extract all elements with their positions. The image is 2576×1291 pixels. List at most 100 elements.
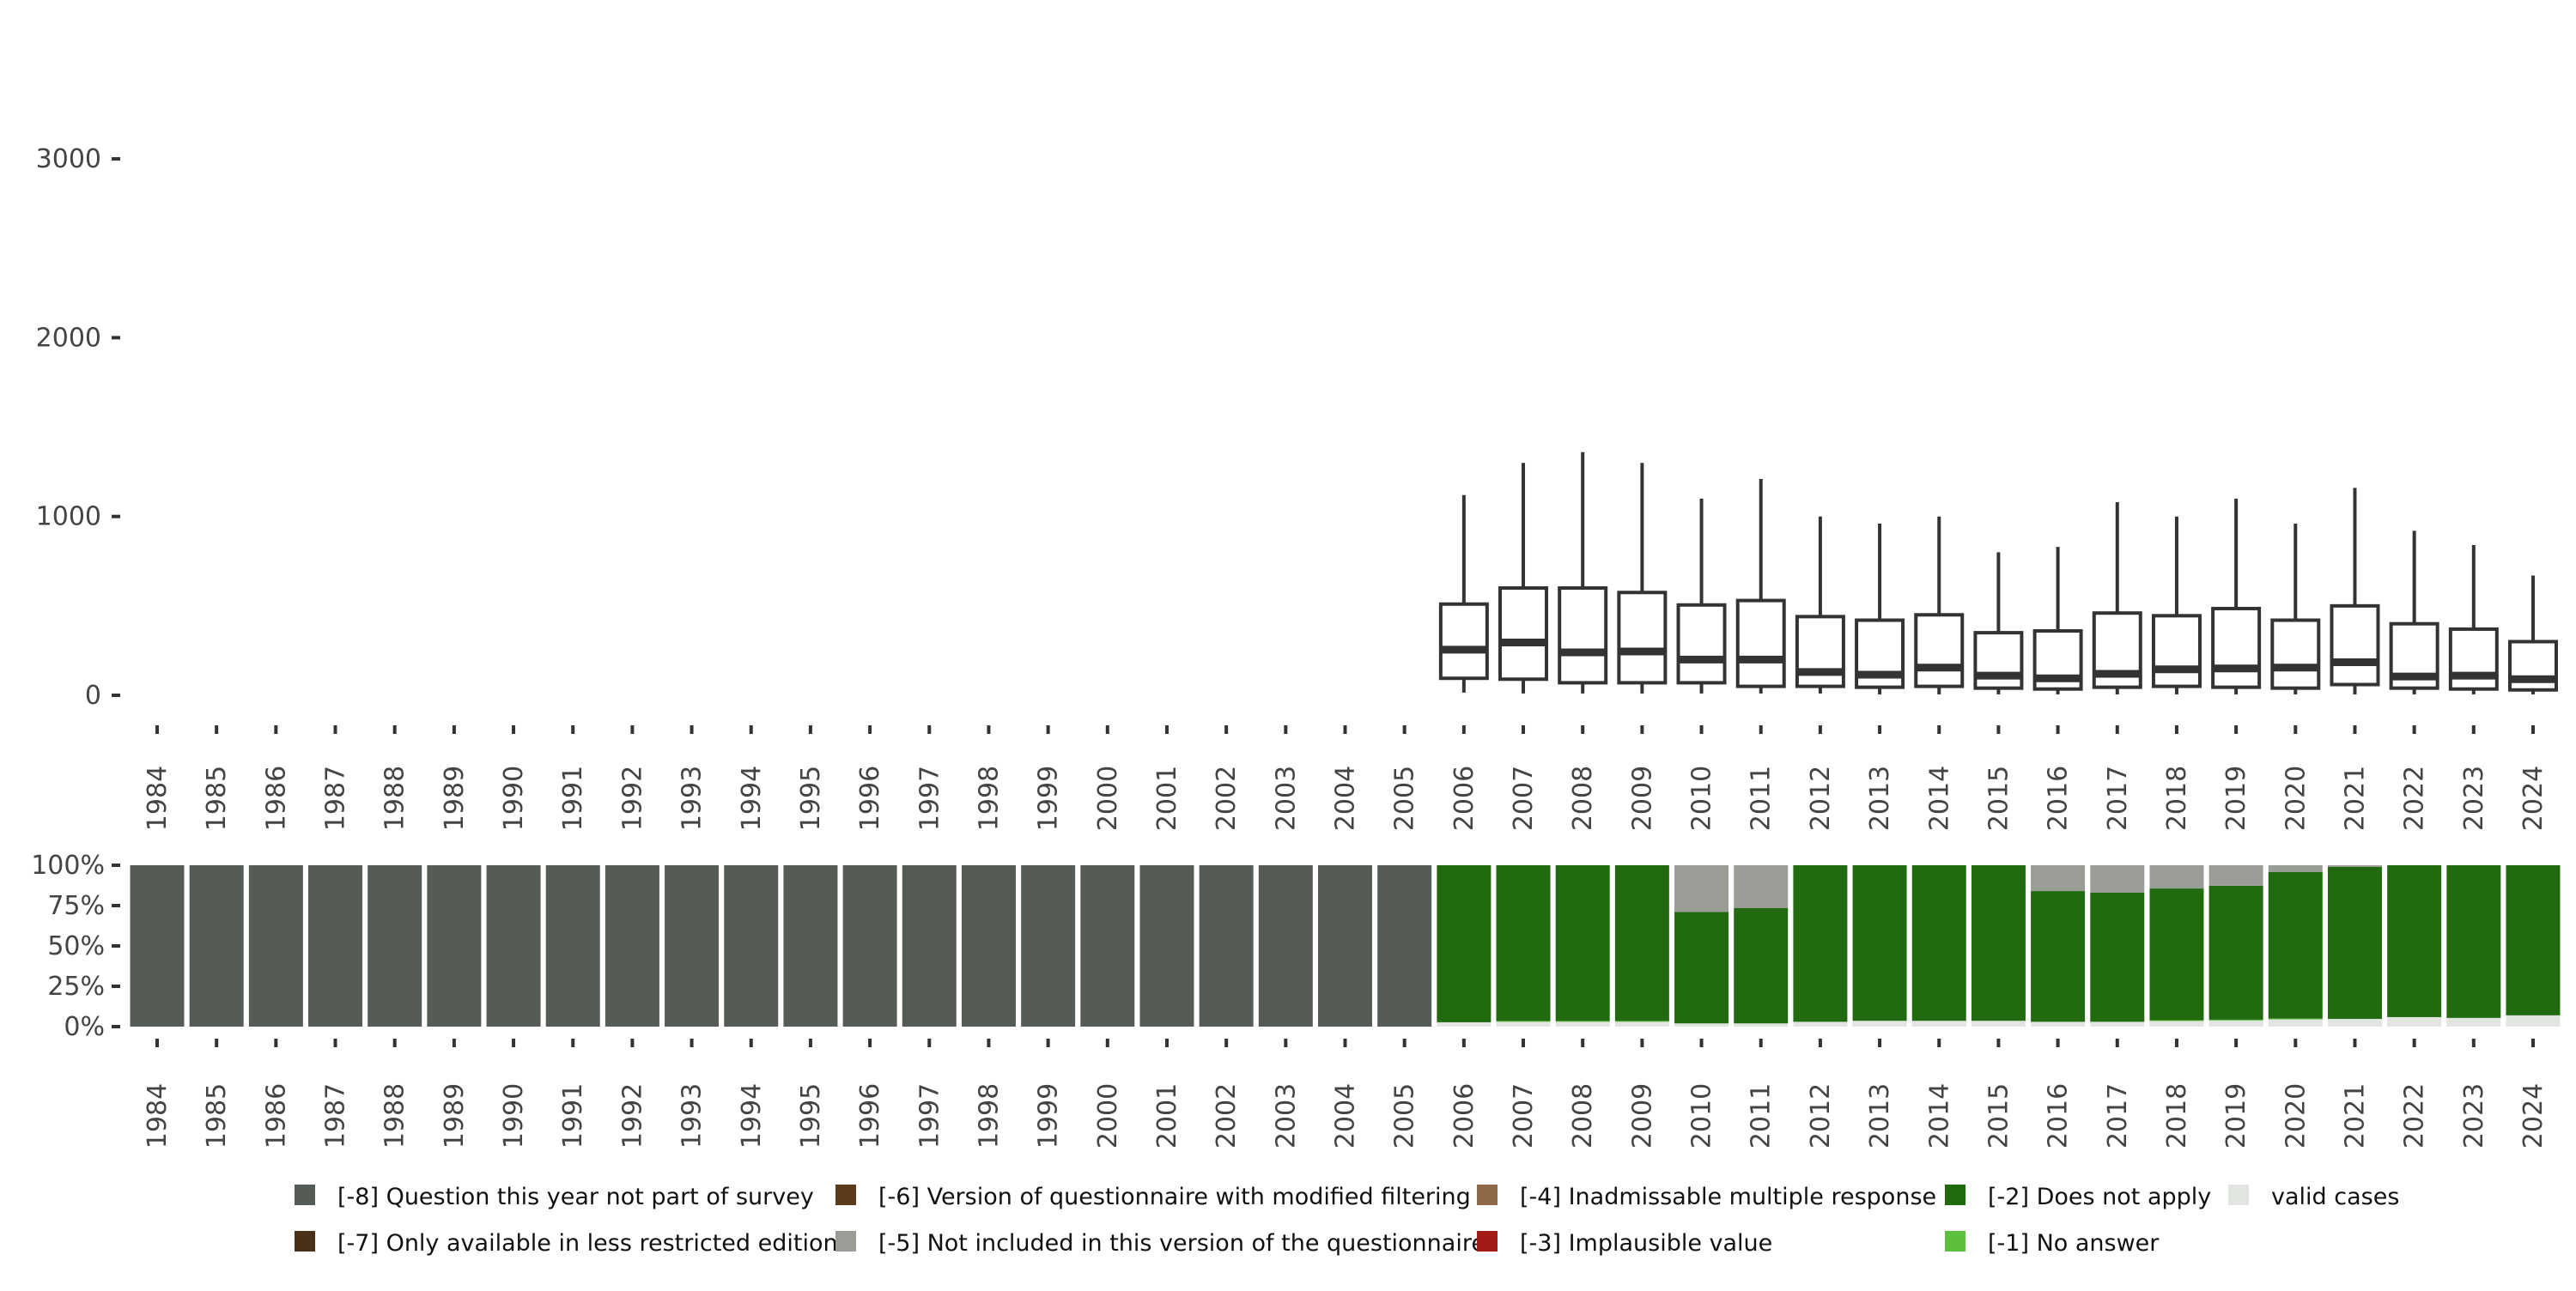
bar-segment-1999	[1021, 865, 1076, 1027]
bar-segment-2013	[1852, 865, 1907, 1021]
box-iqr	[1617, 591, 1668, 685]
bar-segment-1988	[368, 865, 422, 1027]
bar-segment-2018	[2149, 1021, 2204, 1027]
x-tick-label: 1994	[737, 1083, 767, 1149]
bar-segment-2017	[2090, 1021, 2145, 1027]
bar-segment-2000	[1080, 865, 1135, 1027]
box-iqr	[2211, 606, 2262, 689]
x-tick-label: 1984	[143, 766, 173, 831]
bar-segment-2007	[1496, 1021, 1551, 1027]
bar-segment-2006	[1437, 865, 1492, 1022]
x-tick-label: 2011	[1747, 1083, 1777, 1149]
legend-swatch	[1945, 1231, 1965, 1252]
legend-label: valid cases	[2271, 1184, 2399, 1210]
y-tick-label: 75%	[47, 891, 105, 921]
y-tick-label: 3000	[36, 144, 101, 174]
bar-segment-1987	[308, 865, 363, 1027]
y-tick-label: 2000	[36, 323, 101, 353]
legend-swatch	[1477, 1185, 1498, 1205]
bar-segment-1991	[545, 865, 600, 1027]
x-tick-label: 1995	[796, 1083, 826, 1149]
legend-swatch	[835, 1185, 856, 1205]
x-tick-label: 2006	[1449, 1083, 1479, 1149]
stacked-bar-panel: 0% 25% 50% 75% 100% 1984 1985 1986 1987 1988 1989 1…	[31, 851, 2561, 1149]
x-tick-label: 2014	[1924, 1083, 1954, 1149]
bar-segment-2021	[2327, 1018, 2382, 1027]
x-tick-label: 1989	[440, 766, 470, 831]
box-iqr	[1498, 586, 1549, 682]
box-iqr	[1438, 602, 1489, 681]
bar-segment-2011	[1734, 908, 1789, 1024]
bar-segment-2018	[2149, 888, 2204, 1021]
x-tick-label: 1985	[202, 766, 232, 831]
bar-segment-1984	[130, 865, 185, 1027]
bar-segment-1998	[961, 865, 1016, 1027]
x-tick-label: 2019	[2221, 766, 2251, 831]
x-tick-label: 2005	[1390, 766, 1420, 831]
x-tick-label: 2024	[2518, 766, 2549, 831]
x-tick-label: 1987	[321, 1083, 351, 1149]
x-tick-label: 1986	[261, 1083, 291, 1149]
bar-segment-2017	[2090, 865, 2145, 893]
bar-segment-2016	[2031, 1021, 2086, 1027]
legend-label: [-5] Not included in this version of the…	[878, 1230, 1485, 1257]
box-2012	[1795, 516, 1845, 694]
x-tick-label: 1993	[677, 766, 708, 831]
bar-segment-2018	[2149, 865, 2204, 889]
box-iqr	[2448, 627, 2499, 691]
bar-segment-1990	[486, 865, 541, 1027]
bar-segment-2020	[2268, 865, 2323, 872]
y-tick-label: 100%	[31, 851, 105, 881]
x-tick-label: 1996	[855, 766, 885, 831]
box-iqr	[1973, 631, 2024, 690]
x-tick-label: 1987	[321, 766, 351, 831]
box-2007	[1498, 463, 1549, 694]
box-2013	[1855, 524, 1905, 694]
y-tick-label: 0	[85, 681, 101, 711]
bar-segment-2019	[2208, 865, 2263, 886]
x-tick-label: 2016	[2044, 766, 2074, 831]
x-tick-label: 1992	[617, 766, 647, 831]
x-tick-label: 1989	[440, 1083, 470, 1149]
x-tick-label: 1992	[617, 1083, 647, 1149]
bar-segment-2023	[2446, 865, 2501, 1018]
x-tick-label: 2022	[2400, 1083, 2430, 1149]
bar-segment-2019	[2208, 1020, 2263, 1027]
bar-segment-2008	[1555, 1021, 1610, 1027]
x-tick-label: 1994	[737, 766, 767, 831]
box-iqr	[1914, 613, 1965, 688]
x-tick-label: 2011	[1747, 766, 1777, 831]
bar-segment-2007	[1496, 865, 1551, 1021]
bar-segment-1994	[724, 865, 779, 1027]
bar-segment-2015	[1971, 865, 2026, 1021]
x-tick-label: 2016	[2044, 1083, 2074, 1149]
x-tick-label: 2014	[1924, 766, 1954, 831]
box-2016	[2032, 547, 2083, 694]
x-tick-label: 2023	[2459, 766, 2489, 831]
bar-segment-2021	[2327, 866, 2382, 1019]
box-2021	[2330, 488, 2380, 694]
x-tick-label: 1993	[677, 1083, 708, 1149]
x-tick-label: 2015	[1984, 766, 2014, 831]
x-tick-label: 1997	[914, 1083, 945, 1149]
bar-segment-2024	[2506, 865, 2561, 1015]
y-tick-label: 50%	[47, 931, 105, 961]
box-iqr	[2270, 618, 2321, 690]
legend-label: [-7] Only available in less restricted e…	[337, 1230, 838, 1257]
x-tick-label: 1999	[1034, 1083, 1064, 1149]
legend-label: [-3] Implausible value	[1520, 1230, 1772, 1257]
bar-segment-2020	[2268, 1019, 2323, 1027]
legend-swatch	[2228, 1185, 2249, 1205]
box-iqr	[2151, 614, 2202, 688]
x-tick-label: 2012	[1806, 1083, 1836, 1149]
bar-segment-2020	[2268, 1018, 2323, 1020]
bar-segment-2023	[2446, 1017, 2501, 1027]
bar-segment-2005	[1377, 865, 1432, 1027]
legend-swatch	[295, 1185, 315, 1205]
box-iqr	[1676, 603, 1727, 685]
box-2006	[1438, 494, 1489, 693]
y-tick-label: 0%	[64, 1012, 105, 1042]
legend-swatch	[1945, 1185, 1965, 1205]
bar-segment-2019	[2208, 1019, 2263, 1021]
